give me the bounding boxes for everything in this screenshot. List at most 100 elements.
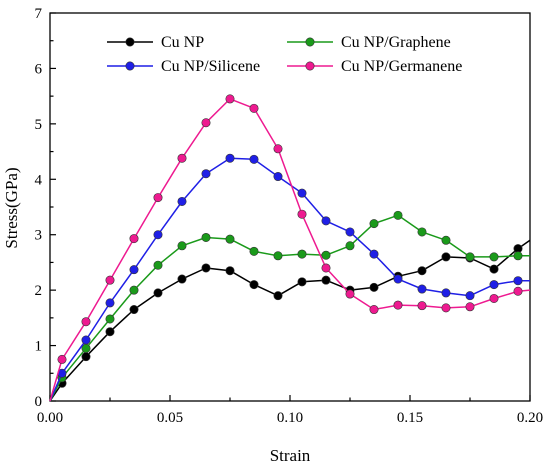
data-point-cu-np-graphene [369, 219, 379, 229]
data-point-cu-np-graphene [417, 227, 427, 237]
series-layer [49, 94, 531, 402]
data-point-cu-np [489, 264, 499, 274]
data-point-cu-np-graphene [225, 234, 235, 244]
data-point-cu-np [129, 305, 139, 315]
data-point-cu-np-silicene [81, 335, 91, 345]
legend-marker-cu-np [125, 37, 135, 47]
series-line-cu-np-silicene [49, 157, 530, 402]
data-point-cu-np-graphene [441, 235, 451, 245]
data-point-cu-np-silicene [513, 276, 523, 286]
series-line-cu-np-germanene [49, 98, 531, 402]
data-point-cu-np [177, 274, 187, 284]
data-point-cu-np [105, 327, 115, 337]
x-tick-label: 0.15 [397, 410, 423, 426]
data-point-cu-np-germanene [489, 293, 499, 303]
data-point-cu-np [225, 266, 235, 276]
legend-marker-cu-np-germanene [305, 61, 315, 71]
data-point-cu-np-silicene [417, 284, 427, 294]
data-point-cu-np-germanene [321, 263, 331, 273]
data-point-cu-np-germanene [465, 302, 475, 312]
data-point-cu-np-germanene [441, 303, 451, 313]
data-point-cu-np-germanene [57, 354, 67, 364]
data-point-cu-np-graphene [345, 241, 355, 251]
data-point-cu-np [249, 280, 259, 290]
data-point-cu-np [441, 252, 451, 262]
data-point-cu-np-silicene [297, 188, 307, 198]
x-tick-label: 0.20 [517, 410, 543, 426]
x-tick-label: 0.00 [37, 410, 63, 426]
legend-label-cu-np-graphene: Cu NP/Graphene [341, 34, 451, 51]
data-point-cu-np [321, 275, 331, 285]
data-point-cu-np-silicene [105, 298, 115, 308]
legend-marker-cu-np-silicene [125, 61, 135, 71]
data-point-cu-np-silicene [225, 153, 235, 163]
data-point-cu-np-germanene [345, 289, 355, 299]
data-point-cu-np-silicene [441, 288, 451, 298]
data-point-cu-np-germanene [249, 103, 259, 113]
data-point-cu-np-silicene [201, 169, 211, 179]
y-tick-label: 4 [35, 172, 43, 188]
data-point-cu-np-graphene [129, 285, 139, 295]
y-axis-label: Stress(GPa) [2, 167, 21, 248]
data-point-cu-np [297, 277, 307, 287]
data-point-cu-np-graphene [105, 314, 115, 324]
y-tick-label: 3 [35, 228, 43, 244]
data-point-cu-np-germanene [129, 234, 139, 244]
data-point-cu-np-germanene [513, 286, 523, 296]
y-tick-label: 6 [35, 61, 43, 77]
y-tick-label: 0 [35, 394, 43, 410]
data-point-cu-np-germanene [105, 275, 115, 285]
y-tick-label: 5 [35, 117, 43, 133]
data-point-cu-np-germanene [201, 118, 211, 128]
data-point-cu-np-silicene [489, 280, 499, 290]
data-point-cu-np-graphene [513, 251, 523, 261]
series-line-cu-np-graphene [49, 214, 530, 402]
data-point-cu-np-silicene [345, 227, 355, 237]
legend-label-cu-np-silicene: Cu NP/Silicene [161, 58, 260, 75]
data-point-cu-np-graphene [177, 241, 187, 251]
data-point-cu-np-silicene [249, 154, 259, 164]
legend: Cu NP Cu NP/Graphene Cu NP/Silicene Cu NP/G… [107, 34, 462, 75]
data-point-cu-np-graphene [249, 246, 259, 256]
data-point-cu-np-germanene [225, 94, 235, 104]
data-point-cu-np-germanene [153, 193, 163, 203]
data-point-cu-np-graphene [153, 260, 163, 270]
y-tick-label: 2 [35, 283, 43, 299]
data-point-cu-np-graphene [297, 249, 307, 259]
data-point-cu-np-graphene [489, 252, 499, 262]
data-point-cu-np-graphene [81, 343, 91, 353]
x-axis-ticks: 0.00 0.05 0.10 0.15 0.20 [37, 395, 543, 426]
data-point-cu-np-graphene [201, 232, 211, 242]
data-point-cu-np-silicene [369, 249, 379, 259]
series-line-cu-np [49, 239, 531, 402]
data-point-cu-np-silicene [177, 196, 187, 206]
data-point-cu-np-germanene [393, 300, 403, 310]
data-point-cu-np-silicene [321, 216, 331, 226]
data-point-cu-np-graphene [321, 250, 331, 260]
data-point-cu-np [201, 263, 211, 273]
data-point-cu-np-silicene [273, 172, 283, 182]
x-tick-label: 0.10 [277, 410, 303, 426]
data-point-cu-np-graphene [393, 210, 403, 220]
data-point-cu-np-germanene [369, 305, 379, 315]
data-point-cu-np-germanene [81, 317, 91, 327]
data-point-cu-np [417, 266, 427, 276]
data-point-cu-np-graphene [465, 252, 475, 262]
data-point-cu-np-silicene [465, 291, 475, 301]
data-point-cu-np-silicene [129, 265, 139, 275]
data-point-cu-np-germanene [273, 144, 283, 154]
data-point-cu-np-silicene [153, 230, 163, 240]
data-point-cu-np-germanene [297, 209, 307, 219]
x-axis-label: Strain [270, 446, 311, 465]
x-tick-label: 0.05 [157, 410, 183, 426]
data-point-cu-np-germanene [417, 301, 427, 311]
y-tick-label: 7 [35, 6, 43, 22]
legend-label-cu-np-germanene: Cu NP/Germanene [341, 58, 462, 75]
y-axis-ticks: 0 1 2 3 4 5 6 7 [35, 6, 56, 410]
data-point-cu-np [369, 282, 379, 292]
y-tick-label: 1 [35, 339, 43, 355]
data-point-cu-np-silicene [393, 274, 403, 284]
data-point-cu-np [81, 352, 91, 362]
data-point-cu-np [273, 291, 283, 301]
